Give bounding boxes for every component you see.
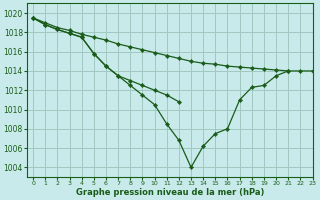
X-axis label: Graphe pression niveau de la mer (hPa): Graphe pression niveau de la mer (hPa) [76,188,264,197]
